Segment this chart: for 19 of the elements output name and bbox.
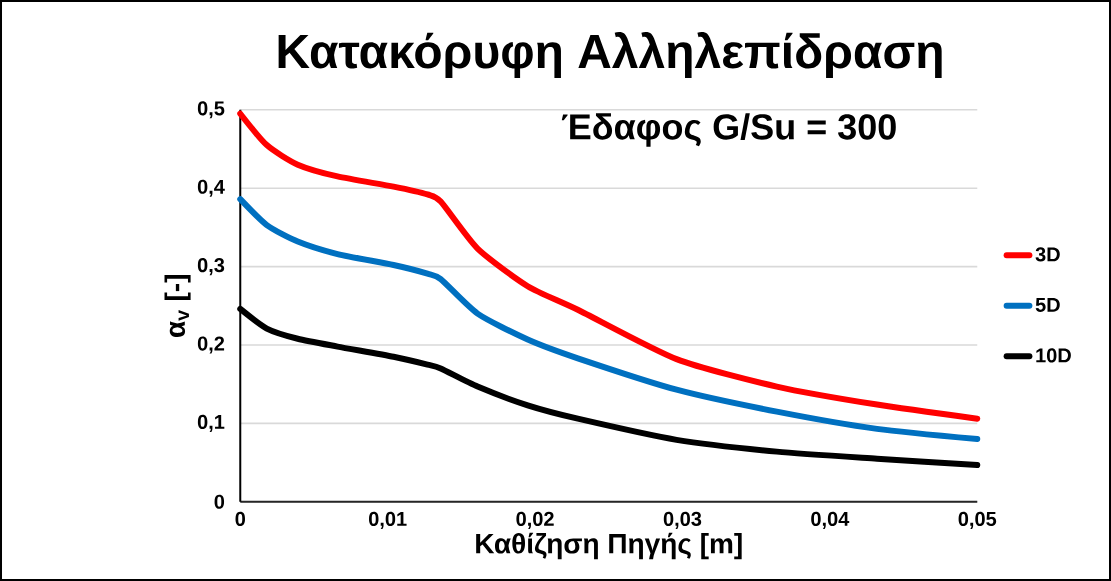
- y-tick-label: 0,5: [197, 101, 225, 119]
- y-tick-label: 0,2: [197, 336, 225, 354]
- y-tick-label: 0: [214, 494, 225, 509]
- y-axis-title: α$_{v}$ [-]: [164, 275, 191, 337]
- legend-label: 10D: [1036, 348, 1071, 363]
- x-tick-label: 0,05: [958, 511, 997, 529]
- y-tick-label: 0,3: [197, 258, 225, 276]
- x-tick-label: 0,01: [369, 511, 407, 529]
- legend-label: 3D: [1035, 247, 1060, 262]
- chart-title: Κατακόρυφη Αλληλεπίδραση: [278, 32, 942, 78]
- x-tick-label: 0,02: [516, 511, 554, 529]
- y-tick-label: 0,4: [197, 179, 225, 197]
- x-tick-label: 0,04: [811, 511, 850, 529]
- y-tick-label: 0,1: [197, 414, 225, 432]
- x-tick-label: 0,03: [663, 511, 702, 529]
- chart-subtitle: Έδαφος G/Su = 300: [561, 113, 896, 147]
- x-tick-label: 0: [235, 511, 245, 526]
- legend-label: 5D: [1035, 297, 1060, 312]
- x-axis-title: Καθίζηση Πηγής [m]: [476, 532, 742, 560]
